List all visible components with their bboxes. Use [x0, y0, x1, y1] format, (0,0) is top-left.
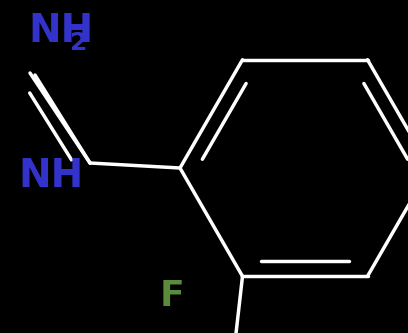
- Text: 2: 2: [70, 31, 87, 55]
- Text: F: F: [160, 279, 185, 313]
- Text: NH: NH: [18, 157, 83, 195]
- Text: NH: NH: [28, 12, 93, 50]
